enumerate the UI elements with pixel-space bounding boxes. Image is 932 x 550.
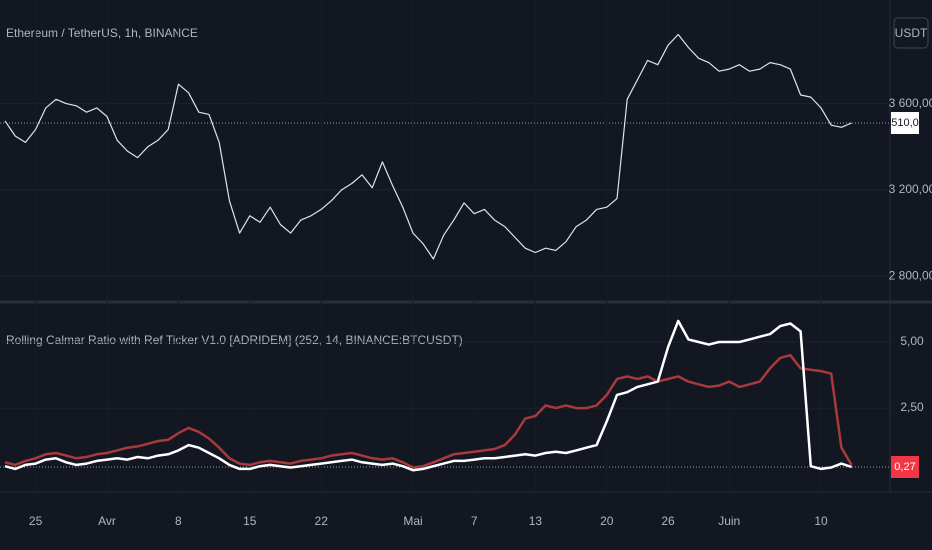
x-tick-label: 8 xyxy=(175,514,182,528)
series-line xyxy=(4,353,853,469)
last-value-label: 0,27 xyxy=(894,461,915,473)
last-value-tag xyxy=(891,456,919,479)
x-tick-label: 7 xyxy=(471,514,478,528)
last-value-tag xyxy=(891,112,919,135)
x-tick-label: 26 xyxy=(661,514,675,528)
x-tick-label: 13 xyxy=(529,514,543,528)
x-tick-label: 22 xyxy=(315,514,329,528)
series-line xyxy=(4,319,852,472)
x-tick-label: Mai xyxy=(403,514,422,528)
last-value-label: 3510,04 xyxy=(885,117,925,129)
y-tick-label: 5,00 xyxy=(900,334,924,348)
series-line xyxy=(4,33,852,260)
currency-button[interactable] xyxy=(893,17,929,49)
x-tick-label: 25 xyxy=(29,514,43,528)
x-tick-label: 15 xyxy=(243,514,257,528)
y-tick-label: 2,50 xyxy=(900,400,924,414)
x-tick-label: 20 xyxy=(600,514,614,528)
x-tick-label: Juin xyxy=(718,514,740,528)
y-tick-label: 3 600,00 xyxy=(889,96,932,110)
x-tick-label: Avr xyxy=(98,514,116,528)
indicator-title: Rolling Calmar Ratio with Ref Ticker V1.… xyxy=(6,333,463,347)
y-tick-label: 3 200,00 xyxy=(889,182,932,196)
chart-title: Ethereum / TetherUS, 1h, BINANCE xyxy=(6,26,198,40)
currency-label[interactable]: USDT xyxy=(895,26,928,40)
x-tick-label: 10 xyxy=(814,514,828,528)
y-tick-label: 2 800,00 xyxy=(889,268,932,282)
